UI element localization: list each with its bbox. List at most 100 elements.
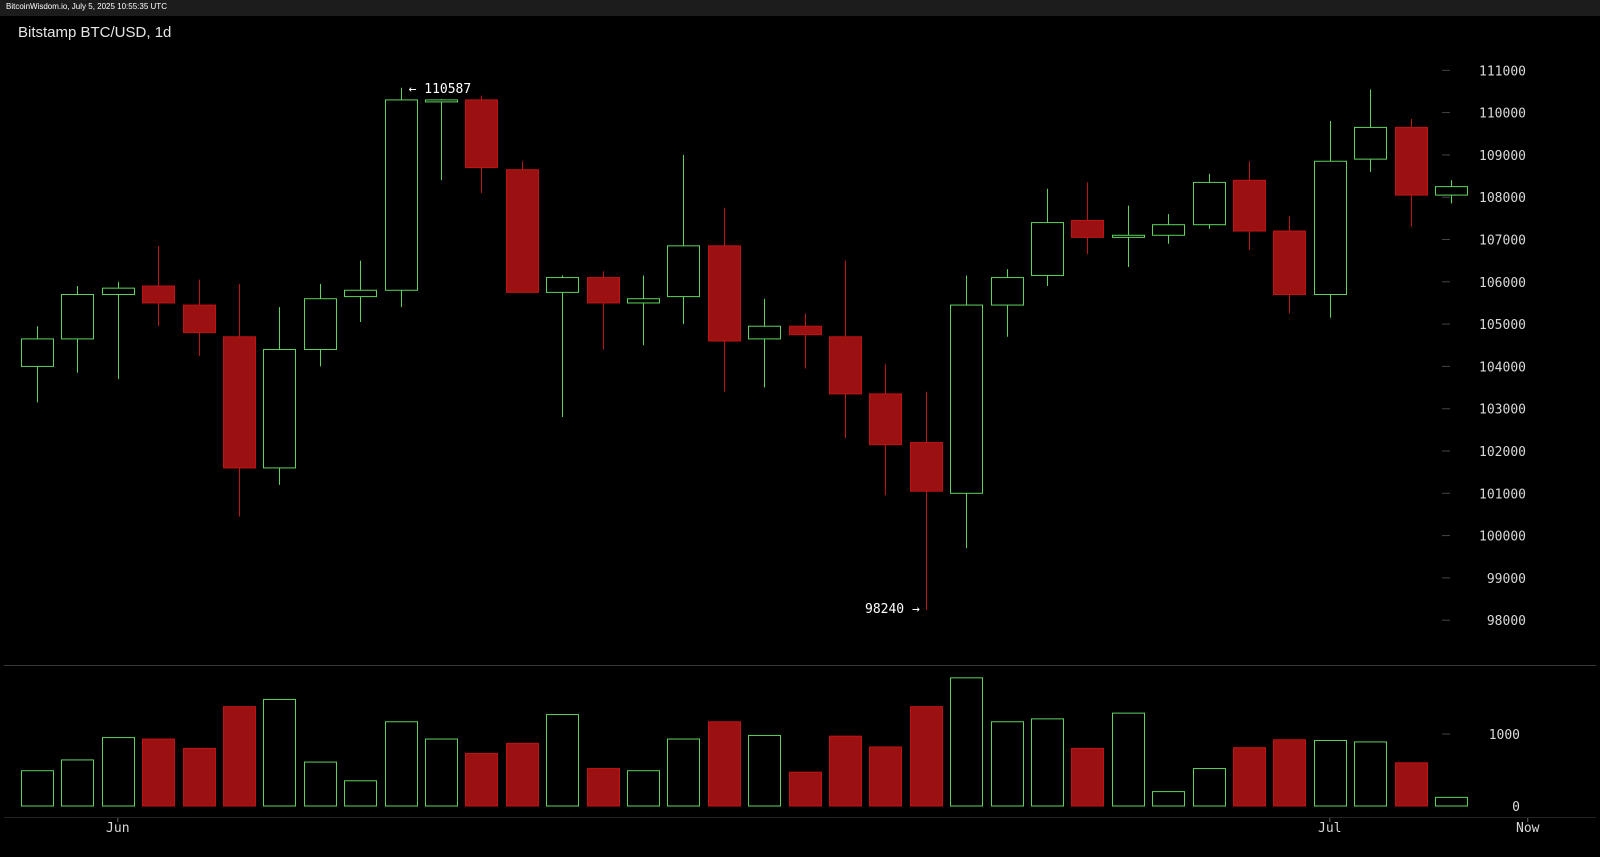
volume-bar-up xyxy=(1112,712,1145,807)
candle-down xyxy=(910,442,943,492)
annotations: ← 110587 98240 → xyxy=(409,82,920,617)
volume-bar-down xyxy=(465,752,498,807)
candle-down xyxy=(1395,126,1428,196)
candle-up xyxy=(1435,186,1468,196)
candle-down xyxy=(142,285,175,304)
volume-bar-down xyxy=(869,746,902,807)
price-tick-label: 109000 xyxy=(1479,149,1526,164)
volume-bar-up xyxy=(21,770,54,807)
chart-title: Bitstamp BTC/USD, 1d xyxy=(18,24,172,41)
source-timestamp: BitcoinWisdom.io, July 5, 2025 10:55:35 … xyxy=(6,2,167,11)
volume-bar-down xyxy=(789,771,822,807)
volume-bar-up xyxy=(263,698,296,807)
volume-bar-down xyxy=(1233,747,1266,807)
candle-down xyxy=(1071,219,1104,238)
candle-up xyxy=(425,99,458,103)
candle-up xyxy=(1193,181,1226,226)
candle-down xyxy=(1233,179,1266,232)
candle-down xyxy=(1273,230,1306,295)
price-axis: 98000 99000 100000 101000 102000 103000 104000… xyxy=(1442,64,1526,629)
volume-bar-down xyxy=(223,706,256,807)
candle-up xyxy=(102,287,135,295)
volume-bar-down xyxy=(708,721,741,807)
candle-up xyxy=(1354,126,1387,160)
candle-up xyxy=(385,99,418,291)
price-tick-label: 110000 xyxy=(1479,107,1526,122)
price-tick-label: 100000 xyxy=(1479,530,1526,545)
candle-up xyxy=(667,245,700,298)
time-tick-label: Jul xyxy=(1318,821,1341,836)
volume-bar-up xyxy=(385,721,418,807)
volume-bar-up xyxy=(61,759,94,807)
candle-up xyxy=(1112,234,1145,238)
candle-up xyxy=(950,304,983,494)
candle-up xyxy=(546,277,579,293)
candle-up xyxy=(1314,160,1347,295)
price-tick-label: 103000 xyxy=(1479,403,1526,418)
volume-bar-up xyxy=(627,770,660,807)
volume-bar-up xyxy=(991,721,1024,807)
price-tick-label: 111000 xyxy=(1479,64,1526,79)
candle-up xyxy=(1031,222,1064,276)
extreme-price-label: ← 110587 xyxy=(409,82,472,97)
volume-bar-up xyxy=(344,780,377,807)
candle-down xyxy=(506,169,539,293)
price-tick-label: 107000 xyxy=(1479,234,1526,249)
candle-down xyxy=(223,336,256,469)
volume-bar-down xyxy=(587,768,620,807)
candle-up xyxy=(627,298,660,304)
volume-bar-up xyxy=(1193,768,1226,807)
candle-down xyxy=(869,393,902,446)
time-tick-label: Now xyxy=(1516,821,1540,836)
volume-bar-up xyxy=(1354,741,1387,807)
volume-bars xyxy=(21,677,1468,807)
top-bar: BitcoinWisdom.io, July 5, 2025 10:55:35 … xyxy=(0,0,1600,16)
price-tick-label: 99000 xyxy=(1487,572,1526,587)
volume-bar-up xyxy=(748,734,781,807)
volume-bar-down xyxy=(829,735,862,807)
price-tick-label: 101000 xyxy=(1479,487,1526,502)
candle-up xyxy=(21,338,54,367)
candle-up xyxy=(61,293,94,340)
volume-bar-up xyxy=(102,737,135,807)
candle-down xyxy=(465,99,498,169)
candle-down xyxy=(587,277,620,304)
price-tick-label: 105000 xyxy=(1479,318,1526,333)
candle-up xyxy=(1152,224,1185,236)
volume-bar-up xyxy=(1152,791,1185,807)
volume-bar-down xyxy=(1273,739,1306,807)
candle-down xyxy=(789,325,822,336)
volume-bar-up xyxy=(304,761,337,807)
volume-bar-up xyxy=(425,738,458,807)
extreme-price-label: 98240 → xyxy=(865,602,920,617)
volume-bar-up xyxy=(950,677,983,807)
price-tick-label: 106000 xyxy=(1479,276,1526,291)
candle-up xyxy=(263,348,296,469)
volume-tick-label: 0 xyxy=(1512,800,1520,815)
volume-bar-down xyxy=(183,747,216,807)
volume-bar-down xyxy=(910,706,943,807)
volume-bar-up xyxy=(1435,796,1468,807)
candle-down xyxy=(708,245,741,342)
candles xyxy=(21,87,1468,611)
candle-down xyxy=(829,336,862,395)
volume-tick-label: 1000 xyxy=(1489,728,1520,743)
candle-down xyxy=(183,304,216,334)
time-axis: Jun Jul Now xyxy=(106,818,1540,836)
price-tick-label: 98000 xyxy=(1487,614,1526,629)
candle-up xyxy=(304,298,337,350)
price-tick-label: 102000 xyxy=(1479,445,1526,460)
price-tick-label: 104000 xyxy=(1479,360,1526,375)
volume-bar-up xyxy=(1031,718,1064,807)
separators xyxy=(4,665,1596,818)
volume-bar-up xyxy=(546,714,579,807)
candle-up xyxy=(344,289,377,298)
volume-bar-down xyxy=(142,738,175,807)
time-tick-label: Jun xyxy=(106,821,129,836)
volume-bar-down xyxy=(1071,747,1104,807)
volume-bar-down xyxy=(506,742,539,807)
price-tick-label: 108000 xyxy=(1479,191,1526,206)
volume-bar-down xyxy=(1395,762,1428,807)
candle-up xyxy=(991,277,1024,306)
